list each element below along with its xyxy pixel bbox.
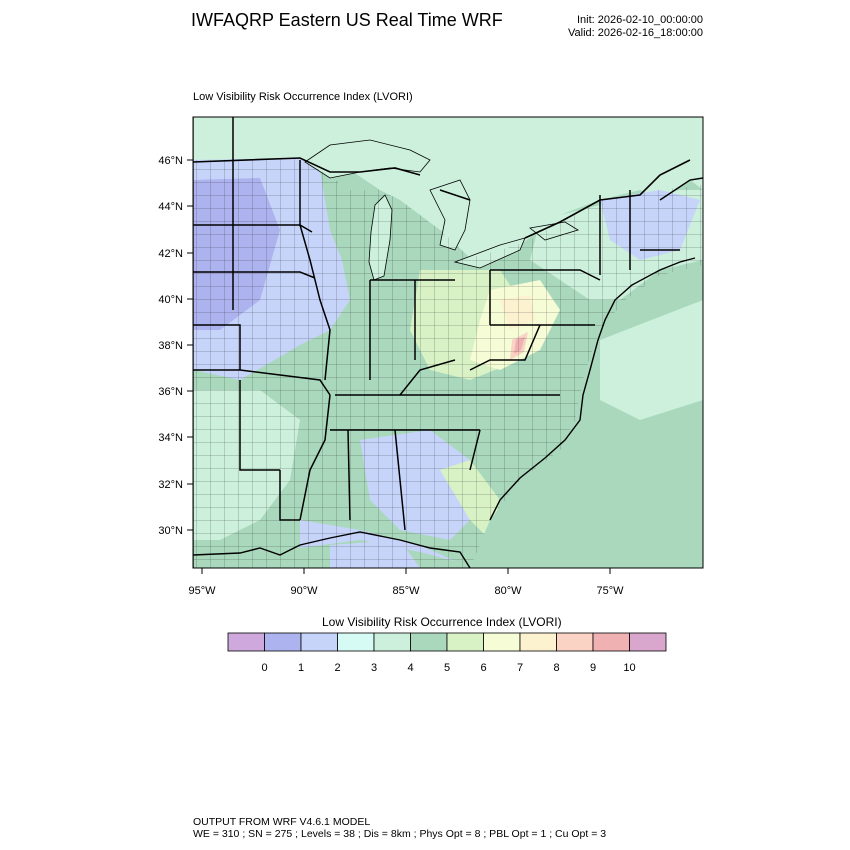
colorbar-label: 9 bbox=[590, 662, 596, 674]
model-info-line1: OUTPUT FROM WRF V4.6.1 MODEL bbox=[193, 816, 371, 828]
lon-label: 85°W bbox=[392, 585, 420, 597]
international-border bbox=[193, 157, 691, 239]
lon-label: 95°W bbox=[188, 585, 216, 597]
latitude-axis: 46°N 44°N 42°N 40°N 38°N 36°N 34°N 32°N 30°N bbox=[158, 155, 193, 537]
lat-label: 32°N bbox=[158, 479, 183, 491]
colorbar-swatch bbox=[629, 632, 667, 652]
init-time: Init: 2026-02-10_00:00:00 bbox=[577, 14, 703, 26]
colorbar-swatch bbox=[519, 632, 557, 652]
panel-title: Low Visibility Risk Occurrence Index (LV… bbox=[193, 91, 413, 103]
colorbar-label: 2 bbox=[334, 662, 340, 674]
lon-label: 75°W bbox=[596, 585, 624, 597]
longitude-axis: 95°W 90°W 85°W 80°W 75°W bbox=[188, 568, 624, 597]
lon-label: 80°W bbox=[494, 585, 522, 597]
colorbar-swatch bbox=[227, 632, 265, 652]
lat-label: 44°N bbox=[158, 201, 183, 213]
map-frame bbox=[192, 116, 704, 569]
lat-label: 34°N bbox=[158, 432, 183, 444]
lat-label: 36°N bbox=[158, 386, 183, 398]
colorbar-swatch bbox=[446, 632, 484, 652]
colorbar-swatch bbox=[373, 632, 411, 652]
main-title: IWFAQRP Eastern US Real Time WRF bbox=[191, 10, 503, 30]
colorbar-label: 5 bbox=[444, 662, 450, 674]
colorbar-label: 7 bbox=[517, 662, 523, 674]
colorbar-label: 8 bbox=[553, 662, 559, 674]
colorbar-label: 10 bbox=[623, 662, 635, 674]
lat-label: 38°N bbox=[158, 340, 183, 352]
colorbar: 0 1 2 3 4 5 6 7 8 9 10 bbox=[227, 632, 667, 674]
state-borders bbox=[193, 117, 680, 531]
coastline bbox=[193, 117, 703, 568]
colorbar-label: 4 bbox=[407, 662, 413, 674]
valid-time: Valid: 2026-02-16_18:00:00 bbox=[568, 27, 703, 39]
colorbar-swatch bbox=[264, 632, 302, 652]
colorbar-swatch bbox=[300, 632, 338, 652]
colorbar-swatch bbox=[556, 632, 594, 652]
county-lines bbox=[193, 158, 703, 568]
lat-label: 46°N bbox=[158, 155, 183, 167]
colorbar-label: 6 bbox=[480, 662, 486, 674]
map-area bbox=[193, 117, 703, 568]
colorbar-label: 3 bbox=[371, 662, 377, 674]
colorbar-label: 0 bbox=[261, 662, 267, 674]
atlantic-light-area bbox=[600, 300, 703, 420]
colorbar-title: Low Visibility Risk Occurrence Index (LV… bbox=[322, 615, 562, 629]
colorbar-swatch bbox=[592, 632, 630, 652]
colorbar-swatch bbox=[410, 632, 448, 652]
colorbar-label: 1 bbox=[298, 662, 304, 674]
lat-label: 40°N bbox=[158, 294, 183, 306]
lat-label: 30°N bbox=[158, 525, 183, 537]
model-info-line2: WE = 310 ; SN = 275 ; Levels = 38 ; Dis … bbox=[193, 828, 607, 840]
colorbar-swatch bbox=[337, 632, 375, 652]
lat-label: 42°N bbox=[158, 248, 183, 260]
colorbar-swatch bbox=[483, 632, 521, 652]
lon-label: 90°W bbox=[290, 585, 318, 597]
